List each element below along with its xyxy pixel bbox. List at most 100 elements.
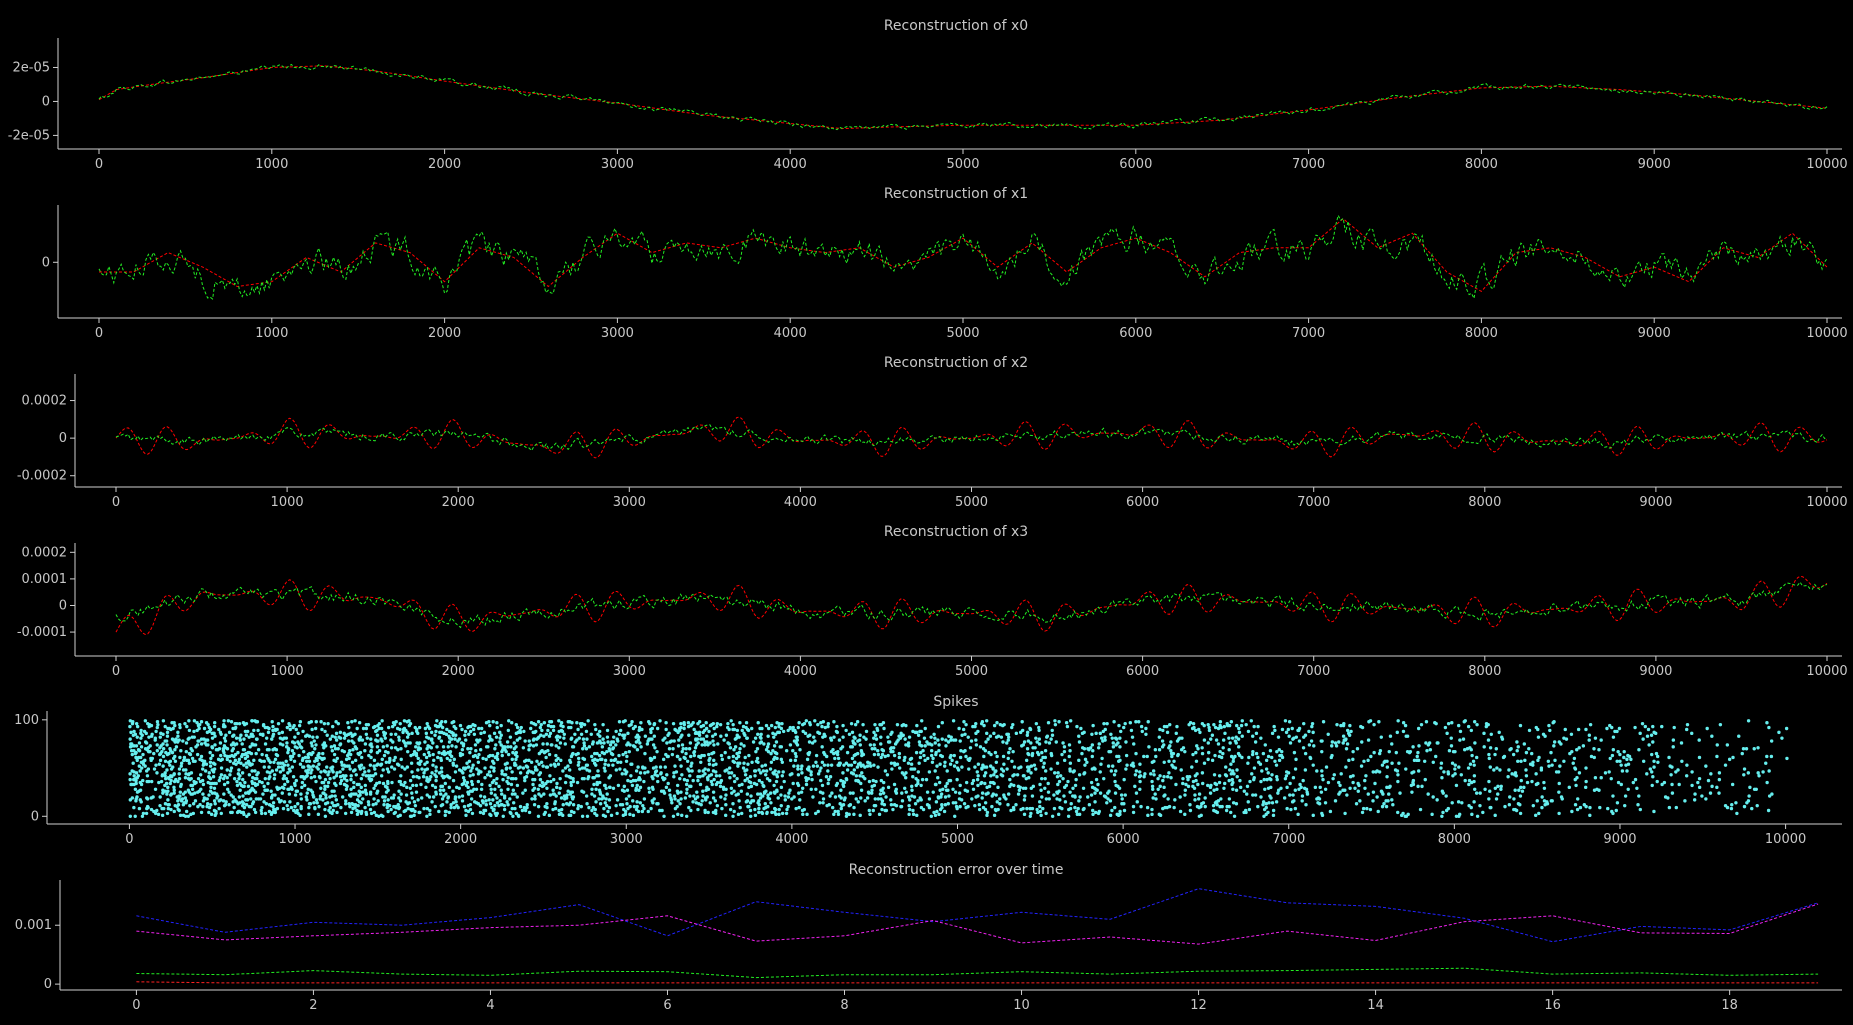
spike-point [739,742,743,746]
spike-point [1297,739,1302,743]
spike-point [518,736,522,740]
spike-point [989,752,993,757]
spike-point [172,721,176,725]
spike-point [1536,781,1540,786]
spike-point [478,738,482,742]
spike-point [177,772,181,776]
spike-point [1752,747,1756,751]
spike-point [137,741,142,745]
spike-point [670,752,675,757]
spike-point [582,757,587,762]
spike-point [467,759,472,764]
spike-point [1233,754,1237,759]
spike-point [651,743,656,747]
spike-point [1050,733,1055,737]
spike-point [858,761,862,765]
spike-point [636,809,641,814]
spike-point [1077,812,1082,817]
spike-point [1756,771,1760,775]
spike-point [222,750,226,755]
spike-point [992,731,996,736]
spike-point [1256,804,1260,809]
spike-point [1333,799,1338,803]
spike-point [944,738,948,742]
spike-point [334,738,339,742]
spike-point [1372,750,1376,755]
spike-point [796,783,801,788]
spike-point [331,724,335,729]
spike-point [134,778,138,783]
spike-point [658,719,662,723]
spike-point [376,762,380,766]
spike-point [506,781,511,786]
spike-point [768,778,772,783]
spike-point [985,719,989,723]
spike-point [252,728,256,733]
spike-point [495,776,499,781]
spike-point [184,772,188,776]
spike-point [219,766,224,770]
spike-point [207,793,211,797]
spike-point [249,797,253,801]
spike-point [361,726,366,731]
spike-point [168,759,173,764]
spike-point [879,735,883,739]
spike-point [793,758,798,763]
spike-point [737,799,741,803]
spike-point [879,742,883,746]
spike-point [1705,726,1709,731]
spike-point [867,779,872,784]
x-tick-label: 6000 [1119,326,1152,341]
spike-point [505,800,509,804]
spike-point [1235,723,1239,728]
spike-point [1546,759,1551,764]
spike-point [684,751,688,756]
spike-point [1234,802,1239,806]
spike-point [692,753,697,758]
spike-point [422,752,426,757]
spike-point [1213,725,1218,730]
spike-point [510,721,514,725]
spike-point [598,790,602,794]
spike-point [240,742,244,746]
spike-point [970,797,974,801]
spike-point [213,721,217,725]
spike-point [494,735,499,739]
spike-point [229,720,234,724]
spike-point [286,750,290,755]
spike-point [1770,792,1774,796]
spike-point [1227,778,1231,783]
spike-point [1496,784,1500,789]
spike-point [648,721,652,726]
spike-point [234,725,238,730]
spike-point [1009,782,1013,787]
spike-point [1323,801,1328,805]
spike-point [1254,731,1259,736]
spike-point [854,797,858,801]
spike-point [433,785,438,790]
spike-point [1206,750,1211,755]
spike-point [1411,778,1416,783]
spike-point [386,788,390,792]
spike-point [267,748,271,752]
x-tick-label: 1000 [278,832,311,847]
spike-point [132,770,136,774]
spike-point [760,764,764,768]
spike-point [1259,779,1263,784]
spike-point [1577,771,1582,775]
spike-point [1303,768,1308,772]
spike-point [813,811,818,816]
spike-point [718,722,723,727]
spike-point [1124,740,1128,744]
spike-point [161,754,166,759]
spike-point [488,774,493,778]
spike-point [425,760,429,764]
spike-point [1137,720,1141,724]
spike-point [780,721,784,726]
spike-point [431,795,436,799]
spike-point [161,747,166,751]
spike-point [1144,732,1148,736]
spike-point [870,788,874,792]
spike-point [447,785,451,790]
spike-point [1347,758,1351,763]
